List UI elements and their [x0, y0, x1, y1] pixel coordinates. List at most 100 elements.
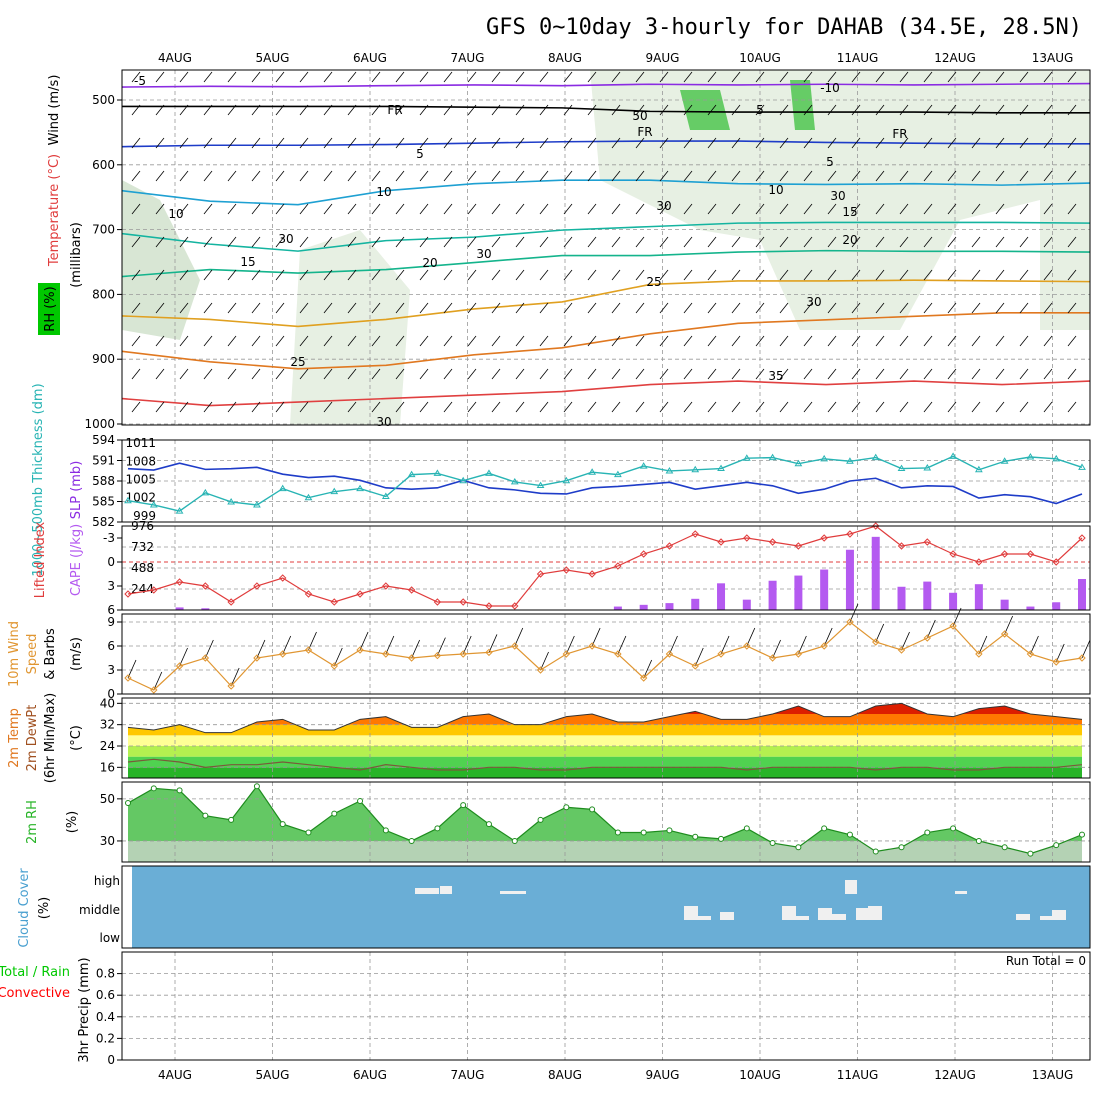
- rh-marker: [692, 833, 699, 840]
- wind-barb: [995, 236, 1005, 248]
- wind-barb: [467, 302, 477, 314]
- wind-barb: [323, 104, 333, 116]
- wind-barb: [611, 269, 621, 281]
- wind-barb: [347, 170, 357, 182]
- wind-barb: [694, 647, 704, 667]
- lifted-marker: [562, 566, 571, 574]
- millibars-axis-label: (millibars): [69, 222, 84, 288]
- rh-contour-label: 30: [830, 189, 845, 203]
- wind-barb: [587, 137, 597, 149]
- wind-barb: [443, 269, 453, 281]
- cape-bar: [1078, 579, 1086, 610]
- wind-barb: [659, 203, 669, 215]
- date-label-bottom: 10AUG: [739, 1068, 781, 1082]
- wind-tick-label: 9: [107, 615, 115, 629]
- wind-barb: [755, 335, 765, 347]
- wind-barb: [851, 137, 861, 149]
- wind-barb: [251, 368, 261, 380]
- wind-barb: [683, 302, 693, 314]
- wind-barb: [899, 236, 909, 248]
- wind-barb: [347, 368, 357, 380]
- wind-barb: [539, 302, 549, 314]
- wind-barb: [779, 302, 789, 314]
- wind-barb: [755, 104, 765, 116]
- cloud-box: [832, 914, 846, 920]
- wind-barb: [563, 71, 573, 83]
- rh-marker: [253, 783, 260, 790]
- wind-barb: [203, 335, 213, 347]
- slp-line: [127, 455, 1083, 512]
- wind-barb: [995, 104, 1005, 116]
- slp-marker: [330, 487, 339, 495]
- wind10-barbs-label: & Barbs: [43, 628, 58, 680]
- cape-bar: [768, 580, 777, 610]
- wind-barb: [587, 368, 597, 380]
- wind-barb: [1019, 137, 1029, 149]
- wind-barb: [901, 631, 910, 651]
- wind-barb: [1043, 401, 1053, 413]
- lifted-marker: [175, 578, 184, 586]
- slp-marker: [304, 493, 313, 501]
- wind-barb: [251, 236, 261, 248]
- cape-bar: [742, 599, 751, 610]
- rh-shading: [590, 70, 1090, 330]
- cape-axis-label: CAPE (J/kg): [69, 524, 84, 596]
- wind-barb: [491, 335, 501, 347]
- wind-barb: [563, 335, 573, 347]
- rh2m-panel: 50 30: [100, 781, 1091, 863]
- precip-tick-label: 0.2: [96, 1031, 115, 1045]
- wind-barb: [419, 269, 429, 281]
- slp-marker: [614, 470, 622, 478]
- wind-barb: [491, 368, 501, 380]
- wind-barb: [779, 203, 789, 215]
- wind-barb: [443, 335, 453, 347]
- wind-barb: [926, 619, 936, 639]
- wind-barb: [395, 368, 405, 380]
- cloud-unit-label: (%): [37, 897, 52, 920]
- contour-label: 20: [842, 233, 857, 247]
- date-label-bottom: 7AUG: [451, 1068, 485, 1082]
- wind-barb: [635, 71, 645, 83]
- rh2m-unit-label: (%): [65, 811, 80, 834]
- slp-marker: [639, 462, 648, 469]
- wind-barb: [251, 170, 261, 182]
- wind-barb: [851, 104, 861, 116]
- lifted-marker: [614, 562, 622, 570]
- slp-marker: [433, 469, 442, 476]
- lifted-marker: [975, 558, 983, 566]
- wind-barb: [275, 368, 285, 380]
- cape-bar: [1000, 599, 1009, 610]
- wind-barb: [875, 104, 885, 116]
- temp-tick-label: 40: [100, 696, 115, 710]
- wind-marker: [227, 682, 235, 690]
- wind-barb: [659, 401, 669, 413]
- wind-barb: [1019, 269, 1029, 281]
- wind-barb: [1081, 639, 1091, 659]
- temp-tick-label: 16: [100, 760, 115, 774]
- wind-barb: [395, 203, 405, 215]
- rh-marker: [331, 810, 338, 817]
- wind-barb: [683, 368, 693, 380]
- isotherm-line: [121, 311, 1090, 370]
- wind-barb: [755, 236, 765, 248]
- lifted-marker: [846, 530, 854, 538]
- wind-barb: [923, 137, 933, 149]
- rh-marker: [898, 844, 905, 851]
- wind-barb: [731, 302, 741, 314]
- wind-barb: [155, 401, 165, 413]
- wind-barb: [515, 137, 525, 149]
- wind-barb: [419, 203, 429, 215]
- lifted-tick-label: 0: [107, 555, 115, 569]
- wind-barb: [611, 335, 621, 347]
- wind-barb: [1043, 71, 1053, 83]
- rh-marker: [1079, 831, 1085, 838]
- wind-barb: [978, 635, 988, 655]
- wind-barb: [779, 401, 789, 413]
- wind-barb: [155, 335, 165, 347]
- isotherm-line: [122, 105, 1090, 114]
- rh-contour-label: 50: [632, 109, 647, 123]
- wind-barb: [587, 335, 597, 347]
- slp-tick-label: 1011: [125, 436, 156, 450]
- wind-barb: [849, 603, 859, 623]
- wind-barb: [611, 104, 621, 116]
